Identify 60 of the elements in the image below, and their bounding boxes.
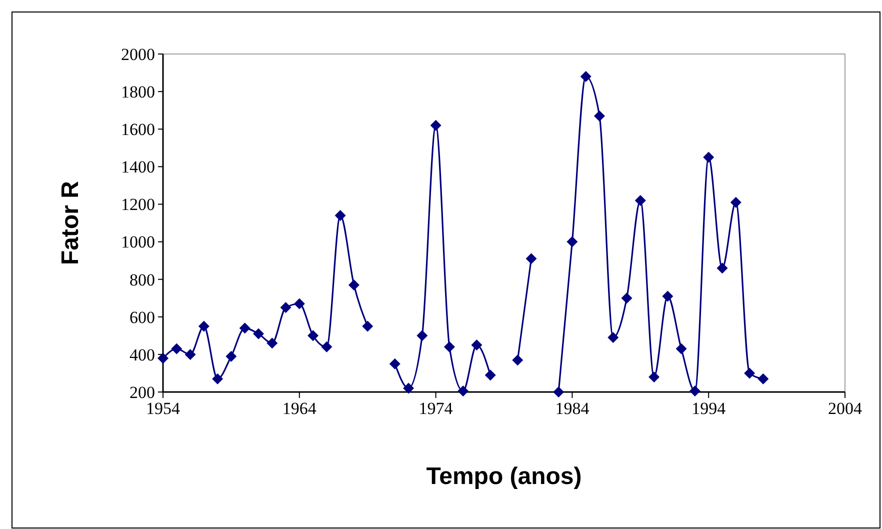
point bbox=[676, 343, 687, 354]
point bbox=[458, 386, 469, 397]
point bbox=[158, 352, 168, 364]
point bbox=[212, 373, 224, 384]
y-tick-label: 400 bbox=[130, 345, 155, 364]
point bbox=[252, 328, 264, 340]
point bbox=[648, 371, 660, 382]
y-tick-label: 1800 bbox=[121, 82, 155, 102]
point bbox=[594, 110, 605, 122]
point bbox=[334, 210, 346, 221]
point bbox=[662, 290, 674, 302]
x-tick-label: 1984 bbox=[555, 399, 590, 418]
point bbox=[198, 320, 210, 332]
point bbox=[744, 368, 756, 379]
point bbox=[266, 338, 278, 349]
x-tick-label: 1964 bbox=[282, 399, 317, 418]
point bbox=[634, 194, 646, 206]
point bbox=[321, 341, 332, 352]
point bbox=[471, 340, 482, 351]
point bbox=[526, 253, 537, 264]
point bbox=[758, 373, 769, 384]
x-tick-label: 1994 bbox=[692, 399, 726, 418]
point bbox=[171, 343, 182, 354]
point bbox=[430, 120, 442, 131]
point bbox=[389, 358, 400, 370]
point bbox=[730, 196, 742, 208]
x-tick-label: 1974 bbox=[418, 399, 454, 418]
y-tick-label: 600 bbox=[130, 308, 155, 327]
point bbox=[184, 348, 196, 360]
point bbox=[553, 386, 564, 398]
y-tick-label: 1000 bbox=[121, 232, 155, 252]
point bbox=[226, 350, 237, 362]
point bbox=[689, 386, 700, 397]
y-tick-label: 1400 bbox=[121, 158, 155, 177]
y-tick-label: 1200 bbox=[121, 195, 155, 214]
point bbox=[416, 330, 428, 342]
point bbox=[512, 354, 524, 366]
y-tick-label: 200 bbox=[130, 382, 155, 402]
point bbox=[716, 262, 728, 274]
point bbox=[348, 279, 360, 290]
x-tick-label: 1954 bbox=[146, 399, 180, 418]
point bbox=[362, 320, 374, 332]
point bbox=[280, 302, 292, 313]
y-tick-label: 1600 bbox=[121, 120, 155, 140]
point bbox=[294, 298, 305, 310]
point bbox=[308, 330, 319, 342]
point bbox=[580, 71, 592, 82]
point bbox=[403, 382, 414, 394]
x-tick-label: 2004 bbox=[828, 399, 862, 418]
point bbox=[608, 332, 619, 344]
point bbox=[703, 152, 714, 163]
y-axis-title: Fator R bbox=[57, 181, 84, 265]
y-tick-label: 2000 bbox=[121, 44, 155, 64]
point bbox=[444, 341, 455, 352]
y-tick-label: 800 bbox=[130, 270, 155, 290]
point bbox=[239, 322, 250, 334]
point bbox=[621, 292, 632, 304]
point bbox=[566, 236, 578, 248]
point bbox=[484, 370, 496, 381]
x-axis-title: Tempo (anos) bbox=[426, 463, 582, 490]
